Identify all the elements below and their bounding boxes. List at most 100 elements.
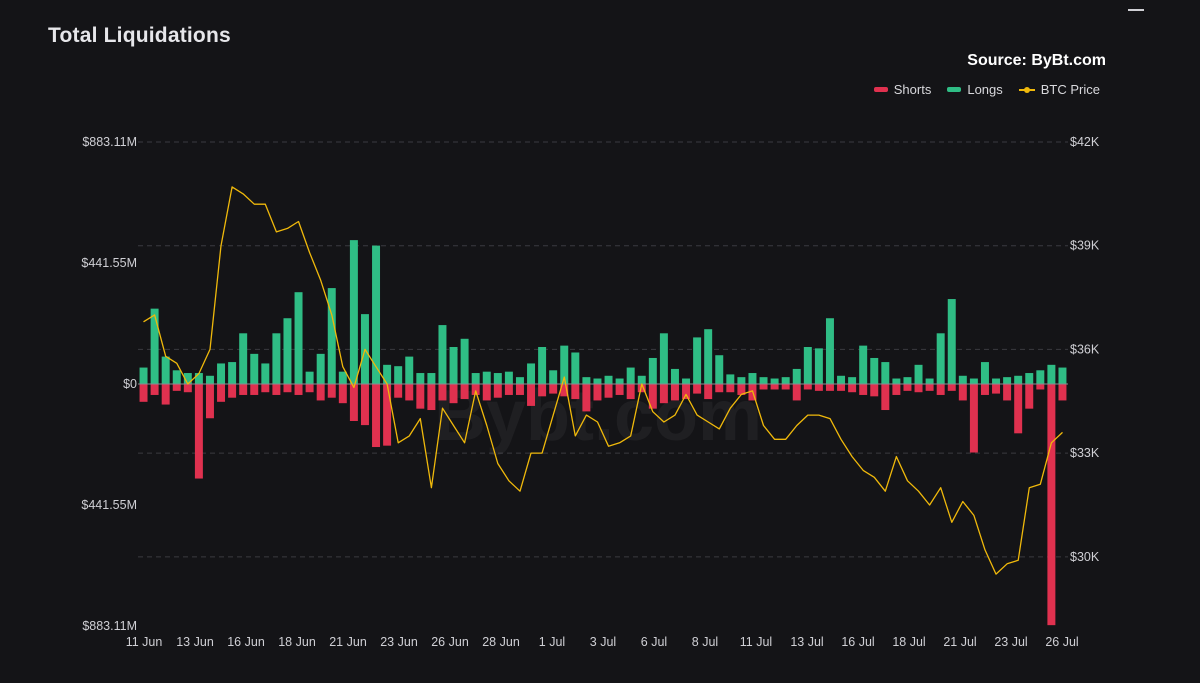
long-bar	[1036, 370, 1045, 384]
long-bar	[338, 371, 347, 384]
short-bar	[637, 384, 646, 393]
short-bar	[715, 384, 724, 393]
x-tick-label: 3 Jul	[590, 635, 616, 649]
short-bar	[980, 384, 989, 395]
short-bar	[925, 384, 934, 391]
y-right-tick-label: $30K	[1070, 550, 1100, 564]
short-bar	[593, 384, 602, 401]
short-bar	[460, 384, 469, 400]
long-bar	[626, 367, 635, 384]
long-bar	[183, 373, 192, 384]
short-bar	[217, 384, 226, 402]
y-left-tick-label: $883.11M	[82, 619, 137, 633]
y-left-tick-label: $883.11M	[82, 135, 137, 149]
long-bar	[482, 371, 491, 384]
short-bar	[859, 384, 868, 395]
long-bar	[394, 366, 403, 384]
short-bar	[527, 384, 536, 406]
short-bar	[405, 384, 414, 401]
long-bar	[892, 378, 901, 384]
short-bar	[682, 384, 691, 400]
price-line	[143, 186, 1063, 575]
long-bar	[693, 337, 702, 384]
short-bar	[659, 384, 668, 404]
y-axis-right: $42K $39K $36K $33K $30K	[1070, 135, 1100, 564]
y-left-tick-label: $0	[123, 377, 137, 391]
short-bar	[770, 384, 779, 390]
long-bar	[316, 353, 325, 384]
short-bar	[560, 384, 569, 397]
long-bar	[659, 333, 668, 384]
long-bar	[538, 347, 547, 384]
long-bar	[914, 364, 923, 384]
short-bar	[372, 384, 381, 448]
long-bar	[217, 363, 226, 384]
short-bar	[239, 384, 248, 395]
short-bar	[604, 384, 613, 398]
short-bar	[538, 384, 547, 397]
long-bar	[936, 333, 945, 384]
short-bar	[848, 384, 857, 393]
x-tick-label: 23 Jul	[994, 635, 1027, 649]
short-bar	[493, 384, 502, 398]
long-bar	[748, 373, 757, 384]
short-bar	[1014, 384, 1023, 434]
short-bar	[150, 384, 159, 395]
short-bar	[571, 384, 580, 400]
x-tick-label: 21 Jul	[943, 635, 976, 649]
minimize-icon[interactable]	[1128, 9, 1144, 11]
long-bar	[670, 368, 679, 384]
long-bar	[1047, 364, 1056, 384]
long-bar	[172, 370, 181, 384]
long-bar	[1014, 375, 1023, 384]
long-bar	[803, 347, 812, 384]
long-bar	[250, 353, 259, 384]
legend-item-longs[interactable]: Longs	[947, 82, 1003, 97]
x-tick-label: 11 Jun	[126, 635, 163, 649]
short-bar	[360, 384, 369, 426]
long-bar	[825, 318, 834, 384]
long-bar	[327, 288, 336, 384]
long-bar	[881, 362, 890, 384]
short-bar	[781, 384, 790, 390]
legend-label-btc-price: BTC Price	[1040, 82, 1100, 97]
long-bar	[471, 373, 480, 384]
short-bar	[903, 384, 912, 391]
long-bar	[637, 375, 646, 384]
short-bar	[648, 384, 657, 409]
short-bar	[825, 384, 834, 391]
short-bar	[305, 384, 314, 393]
x-tick-label: 28 Jun	[482, 635, 520, 649]
long-bar	[1058, 367, 1067, 384]
short-bar	[582, 384, 591, 412]
long-bar	[992, 378, 1001, 384]
short-bar	[261, 384, 270, 393]
legend-item-shorts[interactable]: Shorts	[873, 82, 932, 97]
chart-title: Total Liquidations	[48, 24, 231, 47]
short-bar	[892, 384, 901, 395]
short-bar	[515, 384, 524, 395]
short-bar	[870, 384, 879, 397]
x-axis: 11 Jun 13 Jun 16 Jun 18 Jun 21 Jun 23 Jun 26 J…	[126, 635, 1079, 649]
long-bar	[515, 377, 524, 384]
long-bar	[239, 333, 248, 384]
short-bar	[837, 384, 846, 391]
long-bar	[294, 292, 303, 384]
long-bar	[770, 378, 779, 384]
long-bar	[416, 373, 425, 384]
long-bar	[549, 370, 558, 384]
long-bar	[792, 368, 801, 384]
y-left-tick-label: $441.55M	[81, 256, 137, 270]
x-tick-label: 16 Jul	[841, 635, 874, 649]
short-bar	[427, 384, 436, 411]
short-bar	[670, 384, 679, 401]
grid-lines	[138, 141, 1068, 558]
short-bar	[416, 384, 425, 409]
long-bar	[560, 345, 569, 384]
long-bar	[859, 345, 868, 384]
legend-label-shorts: Shorts	[893, 82, 932, 97]
x-tick-label: 18 Jul	[892, 635, 925, 649]
short-bar	[1036, 384, 1045, 390]
legend-item-btc-price[interactable]: BTC Price	[1018, 82, 1100, 97]
